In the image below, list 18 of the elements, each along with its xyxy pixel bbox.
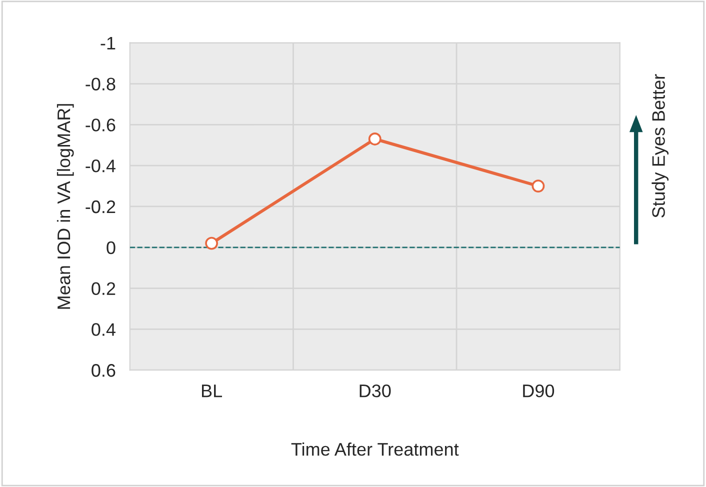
point: [368, 132, 382, 146]
y-tick-label: 0: [106, 241, 116, 254]
point: [532, 180, 545, 192]
y-tick-label: -0.4: [86, 160, 116, 172]
y-tick-label: 0.6: [92, 364, 116, 377]
x-tick-label: D30: [360, 384, 391, 398]
y-axis-title: Mean IOD in VA [logMAR]: [56, 104, 74, 309]
y-tick-label: -0.6: [86, 118, 116, 132]
y-tick-label: 0.2: [92, 282, 116, 296]
point: [205, 236, 218, 250]
x-tick-label: D90: [523, 384, 554, 398]
y-tick-label: 0.4: [92, 323, 116, 336]
y-tick-label: -0.2: [86, 200, 116, 214]
y-tick-label: -1: [100, 36, 116, 50]
text: Study Eyes Better: [652, 74, 669, 218]
x-tick-label: BL: [202, 384, 222, 398]
x-axis-title: Time After Treatment: [291, 442, 459, 456]
y-tick-label: -0.8: [86, 78, 116, 90]
